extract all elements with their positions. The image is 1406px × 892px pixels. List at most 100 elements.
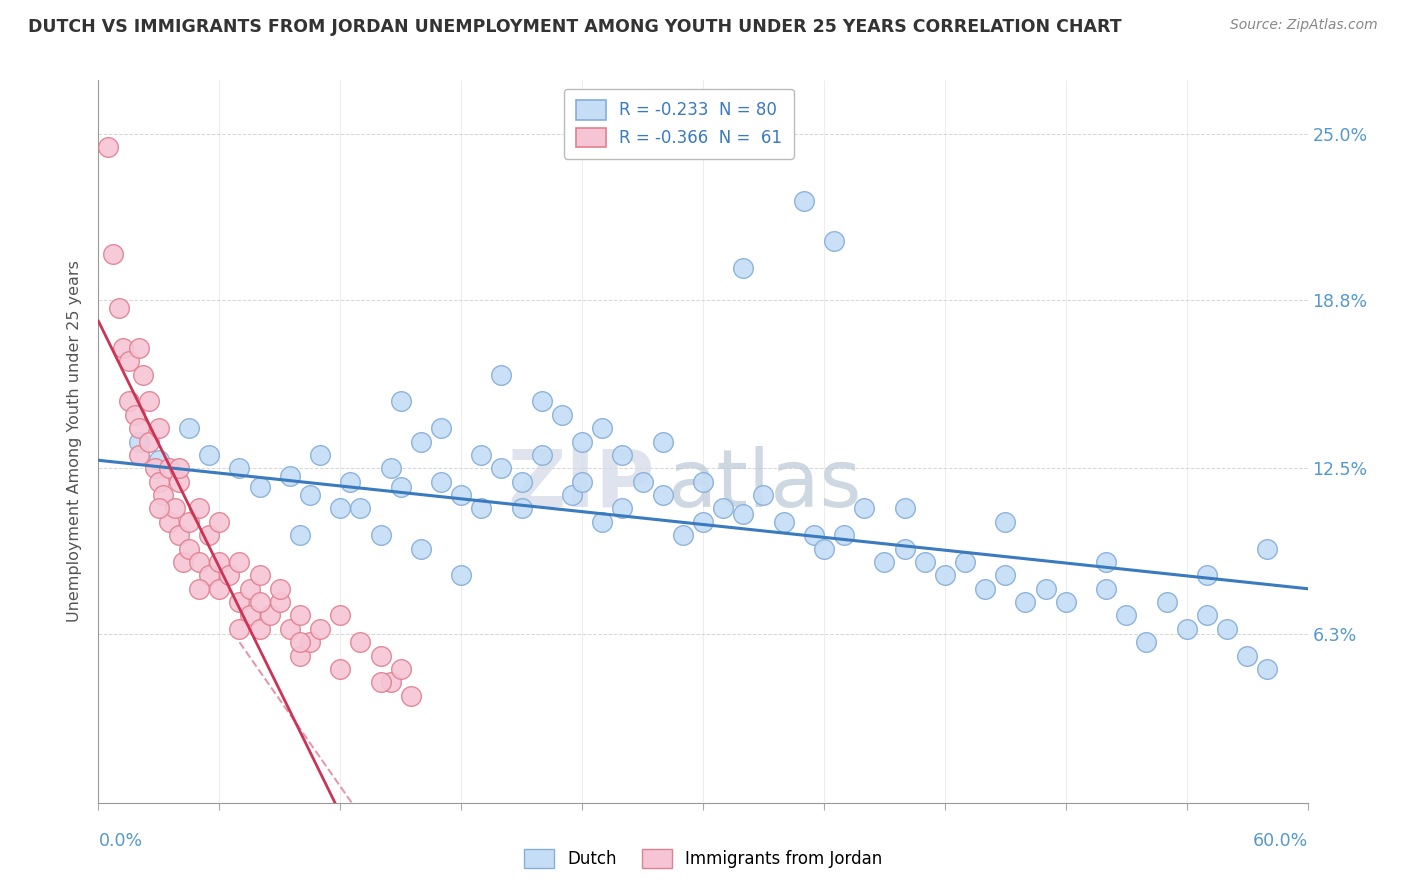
Point bbox=[389, 662, 412, 676]
Point bbox=[1156, 595, 1178, 609]
Point bbox=[138, 434, 160, 449]
Point bbox=[631, 475, 654, 489]
Point bbox=[974, 582, 997, 596]
Point bbox=[124, 408, 146, 422]
Point bbox=[118, 354, 141, 368]
Text: 60.0%: 60.0% bbox=[1253, 831, 1308, 850]
Point bbox=[198, 528, 221, 542]
Point bbox=[994, 568, 1017, 582]
Point bbox=[380, 461, 402, 475]
Point bbox=[239, 608, 262, 623]
Point bbox=[692, 515, 714, 529]
Point bbox=[228, 595, 250, 609]
Point bbox=[1256, 541, 1278, 556]
Point bbox=[733, 507, 755, 521]
Point bbox=[128, 434, 150, 449]
Text: 0.0%: 0.0% bbox=[98, 831, 142, 850]
Point bbox=[1195, 608, 1218, 623]
Point bbox=[208, 515, 231, 529]
Point bbox=[772, 515, 794, 529]
Point bbox=[893, 541, 915, 556]
Point bbox=[1095, 582, 1118, 596]
Point bbox=[491, 368, 513, 382]
Point bbox=[148, 475, 170, 489]
Point bbox=[853, 501, 876, 516]
Point bbox=[101, 247, 124, 261]
Legend: R = -0.233  N = 80, R = -0.366  N =  61: R = -0.233 N = 80, R = -0.366 N = 61 bbox=[564, 88, 793, 159]
Point bbox=[188, 555, 211, 569]
Point bbox=[179, 541, 201, 556]
Point bbox=[249, 595, 271, 609]
Point bbox=[470, 501, 492, 516]
Point bbox=[269, 582, 291, 596]
Point bbox=[370, 675, 392, 690]
Point bbox=[148, 453, 170, 467]
Point bbox=[1236, 648, 1258, 663]
Point bbox=[1175, 622, 1198, 636]
Point bbox=[803, 528, 825, 542]
Point bbox=[510, 475, 533, 489]
Point bbox=[259, 608, 281, 623]
Point bbox=[1054, 595, 1077, 609]
Point bbox=[228, 461, 250, 475]
Point bbox=[370, 648, 392, 663]
Point bbox=[934, 568, 956, 582]
Point bbox=[591, 515, 613, 529]
Point bbox=[1014, 595, 1036, 609]
Point bbox=[97, 140, 120, 154]
Point bbox=[793, 194, 815, 208]
Point bbox=[188, 582, 211, 596]
Point bbox=[349, 501, 371, 516]
Point bbox=[239, 582, 262, 596]
Point bbox=[179, 515, 201, 529]
Point bbox=[450, 568, 472, 582]
Point bbox=[167, 475, 190, 489]
Point bbox=[1035, 582, 1057, 596]
Point bbox=[218, 568, 240, 582]
Point bbox=[370, 528, 392, 542]
Point bbox=[167, 461, 190, 475]
Point bbox=[157, 461, 180, 475]
Point bbox=[278, 469, 301, 483]
Point bbox=[288, 608, 311, 623]
Point bbox=[143, 461, 166, 475]
Point bbox=[198, 568, 221, 582]
Point bbox=[228, 555, 250, 569]
Point bbox=[299, 635, 322, 649]
Point bbox=[450, 488, 472, 502]
Legend: Dutch, Immigrants from Jordan: Dutch, Immigrants from Jordan bbox=[517, 843, 889, 875]
Text: DUTCH VS IMMIGRANTS FROM JORDAN UNEMPLOYMENT AMONG YOUTH UNDER 25 YEARS CORRELAT: DUTCH VS IMMIGRANTS FROM JORDAN UNEMPLOY… bbox=[28, 18, 1122, 36]
Text: ZIP: ZIP bbox=[508, 446, 655, 524]
Point bbox=[138, 394, 160, 409]
Point bbox=[551, 408, 574, 422]
Point bbox=[288, 635, 311, 649]
Point bbox=[152, 488, 174, 502]
Text: atlas: atlas bbox=[666, 446, 860, 524]
Point bbox=[249, 480, 271, 494]
Point bbox=[873, 555, 896, 569]
Point bbox=[309, 622, 332, 636]
Point bbox=[111, 341, 134, 355]
Point bbox=[128, 448, 150, 462]
Point bbox=[994, 515, 1017, 529]
Point bbox=[893, 501, 915, 516]
Point bbox=[278, 622, 301, 636]
Point bbox=[380, 675, 402, 690]
Point bbox=[208, 582, 231, 596]
Point bbox=[128, 421, 150, 435]
Point bbox=[430, 421, 453, 435]
Point bbox=[228, 622, 250, 636]
Point bbox=[914, 555, 936, 569]
Point bbox=[118, 394, 141, 409]
Point bbox=[249, 568, 271, 582]
Point bbox=[591, 421, 613, 435]
Point bbox=[399, 689, 422, 703]
Point bbox=[1095, 555, 1118, 569]
Point bbox=[179, 421, 201, 435]
Point bbox=[711, 501, 734, 516]
Point bbox=[132, 368, 155, 382]
Point bbox=[953, 555, 976, 569]
Point bbox=[349, 635, 371, 649]
Point bbox=[172, 555, 194, 569]
Point bbox=[167, 528, 190, 542]
